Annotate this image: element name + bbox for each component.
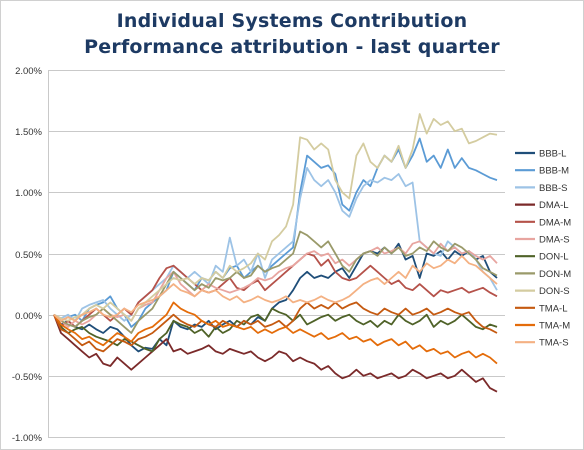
y-tick-label: 0.50% bbox=[15, 250, 42, 261]
legend-label: DMA-M bbox=[539, 217, 571, 228]
series-line-dma-l bbox=[53, 314, 498, 393]
y-tick-label: -1.00% bbox=[12, 433, 43, 444]
chart-title: Individual Systems Contribution bbox=[116, 10, 468, 32]
gridlines bbox=[48, 70, 505, 438]
legend-label: TMA-S bbox=[539, 338, 569, 349]
legend-label: DON-S bbox=[539, 286, 570, 297]
series-line-dma-m bbox=[53, 252, 498, 328]
legend-label: DON-L bbox=[539, 252, 569, 263]
legend-label: DMA-S bbox=[539, 235, 570, 246]
series-line-tma-s bbox=[53, 254, 498, 322]
y-axis: 2.00% 1.50% 1.00% 0.50% 0.00% -0.50% -1.00% bbox=[12, 66, 43, 444]
legend-label: TMA-L bbox=[539, 303, 568, 314]
series-line-tma-m bbox=[53, 301, 498, 365]
series-line-don-l bbox=[53, 307, 498, 353]
y-tick-label: 0.00% bbox=[15, 311, 42, 322]
y-tick-label: 1.00% bbox=[15, 188, 42, 199]
legend-label: BBB-S bbox=[539, 183, 568, 194]
series-line-don-m bbox=[53, 230, 498, 334]
series-line-bbb-m bbox=[53, 137, 498, 328]
legend-label: BBB-L bbox=[539, 149, 566, 160]
y-tick-label: 2.00% bbox=[15, 66, 42, 77]
series-line-don-s bbox=[53, 113, 498, 322]
series-line-tma-l bbox=[53, 301, 498, 353]
y-tick-label: 1.50% bbox=[15, 127, 42, 138]
legend-label: DON-M bbox=[539, 269, 571, 280]
legend-label: TMA-M bbox=[539, 321, 570, 332]
legend: BBB-L BBB-M BBB-S DMA-L DMA-M DMA-S DON-L DON-M… bbox=[515, 149, 571, 349]
legend-label: DMA-L bbox=[539, 200, 569, 211]
y-tick-label: -0.50% bbox=[12, 372, 43, 383]
chart-subtitle: Performance attribution - last quarter bbox=[84, 36, 500, 58]
series-lines bbox=[53, 113, 498, 393]
legend-label: BBB-M bbox=[539, 166, 569, 177]
